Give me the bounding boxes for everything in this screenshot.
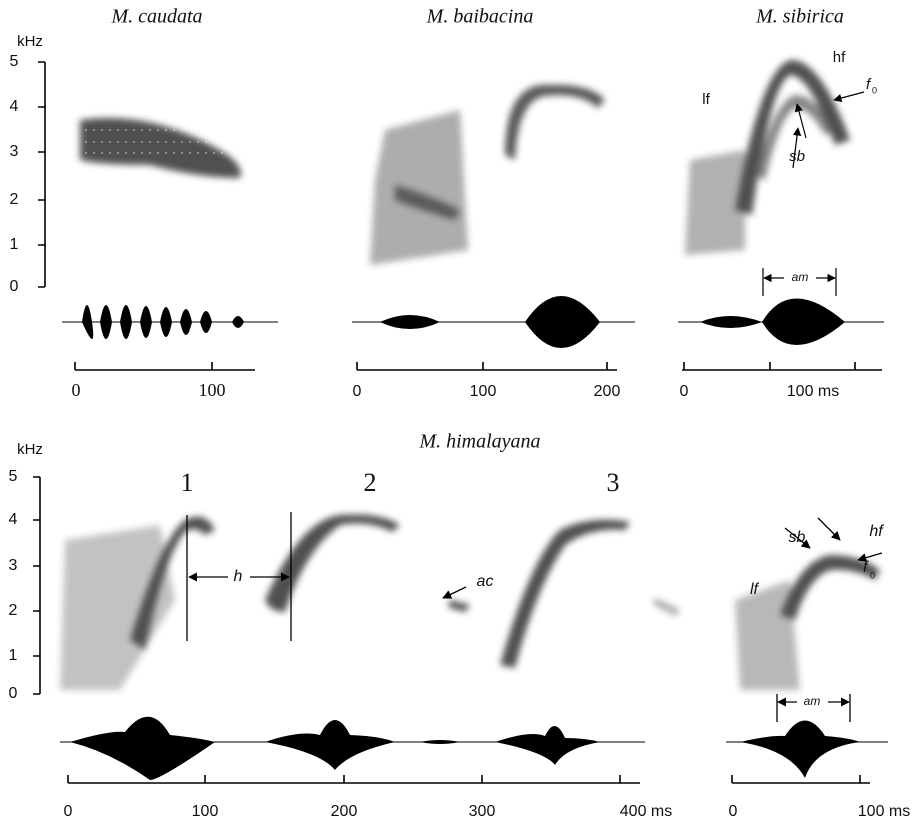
x-axis bbox=[74, 362, 882, 371]
annotation: sb bbox=[789, 529, 806, 546]
panel-title: M. himalayana bbox=[418, 431, 540, 453]
annotation: lf bbox=[702, 91, 710, 108]
x-tick-label: 0 bbox=[680, 383, 689, 400]
annotation-subscript: 0 bbox=[872, 85, 877, 95]
panel-title: M. caudata bbox=[110, 6, 202, 28]
x-tick-label: 100 bbox=[192, 803, 219, 820]
call-number: 2 bbox=[364, 468, 377, 497]
annotation: am bbox=[792, 270, 809, 284]
y-tick-label: 0 bbox=[9, 685, 18, 702]
y-axis bbox=[38, 61, 46, 288]
call-number: 3 bbox=[607, 468, 620, 497]
waveform bbox=[60, 716, 888, 780]
x-tick-label: 100 ms bbox=[858, 803, 910, 820]
y-axis bbox=[33, 476, 41, 695]
y-tick-label: 2 bbox=[10, 191, 19, 208]
x-tick-label: 300 bbox=[469, 803, 496, 820]
y-tick-label: 3 bbox=[10, 143, 19, 160]
y-axis-unit: kHz bbox=[17, 33, 43, 50]
x-tick-label: 100 bbox=[470, 383, 497, 400]
annotation-subscript: 0 bbox=[870, 570, 875, 580]
spectrogram bbox=[80, 118, 241, 178]
call-number: 1 bbox=[181, 468, 194, 497]
annotation: lf bbox=[750, 581, 760, 598]
panel-title: M. sibirica bbox=[755, 6, 844, 28]
waveform bbox=[62, 296, 884, 348]
annotation: f bbox=[866, 76, 872, 93]
x-tick-label: 200 bbox=[594, 383, 621, 400]
y-tick-label: 1 bbox=[10, 236, 19, 253]
y-tick-label: 4 bbox=[9, 511, 18, 528]
spectrogram bbox=[60, 514, 880, 690]
y-tick-label: 5 bbox=[9, 468, 18, 485]
y-tick-label: 1 bbox=[9, 647, 18, 664]
x-tick-label: 100 ms bbox=[787, 383, 839, 400]
x-tick-label: 0 bbox=[353, 383, 362, 400]
y-tick-label: 2 bbox=[9, 602, 18, 619]
annotation-arrows bbox=[762, 91, 865, 296]
x-tick-label: 400 ms bbox=[620, 803, 672, 820]
annotation-arrows bbox=[186, 512, 883, 722]
y-tick-label: 3 bbox=[9, 557, 18, 574]
x-tick-label: 0 bbox=[72, 380, 81, 400]
x-tick-label: 200 bbox=[331, 803, 358, 820]
spectrogram-harmonics bbox=[85, 129, 225, 154]
annotation: f bbox=[863, 559, 869, 576]
annotation: ac bbox=[477, 573, 494, 590]
y-tick-label: 5 bbox=[10, 53, 19, 70]
annotation: h bbox=[234, 568, 243, 585]
x-tick-label: 0 bbox=[64, 803, 73, 820]
annotation: hf bbox=[833, 49, 846, 66]
x-tick-label: 100 bbox=[199, 380, 226, 400]
spectrogram bbox=[685, 59, 850, 255]
y-tick-label: 0 bbox=[10, 278, 19, 295]
annotation: sb bbox=[789, 148, 805, 165]
x-axis bbox=[67, 775, 870, 784]
annotation: am bbox=[804, 694, 821, 708]
y-axis-unit: kHz bbox=[17, 441, 43, 458]
annotation: hf bbox=[869, 523, 884, 540]
spectrogram bbox=[370, 84, 605, 265]
x-tick-label: 0 bbox=[729, 803, 738, 820]
y-tick-label: 4 bbox=[10, 98, 19, 115]
panel-title: M. baibacina bbox=[426, 6, 534, 28]
